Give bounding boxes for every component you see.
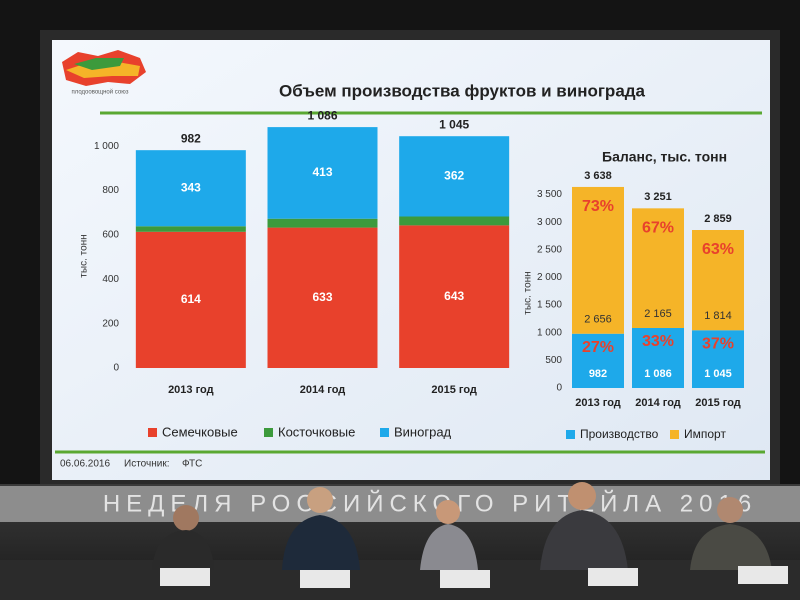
logo: [62, 50, 146, 86]
share-label: 73%: [582, 198, 614, 215]
legend-swatch: [264, 428, 273, 437]
x-tick-label: 2015 год: [695, 397, 741, 409]
value-label: 2 165: [644, 308, 672, 320]
total-label: 1 045: [439, 117, 469, 131]
y-tick-label: 0: [113, 363, 119, 374]
total-label: 3 251: [644, 191, 672, 203]
x-tick-label: 2015 год: [431, 384, 477, 396]
bar-segment: [632, 327, 684, 388]
y-tick-label: 500: [545, 355, 562, 366]
value-label: 343: [181, 180, 201, 194]
y-tick-label: 2 000: [537, 272, 562, 283]
value-label: 1 086: [644, 368, 672, 380]
total-label: 1 086: [307, 108, 337, 122]
legend-label: Виноград: [394, 424, 452, 439]
legend-label: Семечковые: [162, 424, 238, 439]
bar-segment: [267, 227, 378, 368]
bar-segment: [399, 216, 510, 226]
source: ФТС: [182, 459, 202, 470]
value-label: 1 045: [704, 368, 732, 380]
logo-text: плодоовощной союз: [72, 89, 129, 96]
bar-segment: [267, 127, 378, 219]
bar-segment: [692, 230, 744, 331]
value-label: 413: [312, 165, 332, 179]
x-tick-label: 2013 год: [168, 384, 214, 396]
value-label: 633: [312, 290, 332, 304]
bar-segment: [267, 218, 378, 228]
bar-segment: [135, 231, 246, 368]
value-label: 643: [444, 289, 464, 303]
bar-segment: [399, 225, 510, 368]
y-tick-label: 200: [102, 318, 119, 329]
chart-title: Баланс, тыс. тонн: [602, 149, 727, 165]
share-label: 33%: [642, 333, 674, 350]
total-label: 982: [181, 131, 201, 145]
legend-label: Производство: [580, 427, 659, 441]
value-label: 362: [444, 169, 464, 183]
bar-segment: [572, 333, 624, 388]
legend-swatch: [670, 430, 679, 439]
y-tick-label: 1 000: [537, 327, 562, 338]
date: 06.06.2016: [60, 459, 110, 470]
total-label: 2 859: [704, 213, 732, 225]
bar-segment: [632, 208, 684, 328]
share-label: 27%: [582, 339, 614, 356]
legend-swatch: [566, 430, 575, 439]
bar-segment: [135, 226, 246, 232]
total-label: 3 638: [584, 170, 612, 182]
legend-swatch: [148, 428, 157, 437]
y-tick-label: 1 000: [94, 141, 119, 152]
source-label: Источник:: [124, 459, 169, 470]
banner: [0, 486, 800, 522]
y-tick-label: 3 500: [537, 189, 562, 200]
chart-title: Объем производства фруктов и винограда: [279, 81, 646, 100]
legend-swatch: [380, 428, 389, 437]
bar-segment: [135, 150, 246, 227]
bar-segment: [399, 136, 510, 217]
share-label: 63%: [702, 241, 734, 258]
charts: Объем производства фруктов и винограда ты…: [79, 81, 744, 441]
x-tick-label: 2014 год: [635, 397, 681, 409]
y-tick-label: 1 500: [537, 300, 562, 311]
y-tick-label: 400: [102, 274, 119, 285]
bar-segment: [572, 186, 624, 334]
value-label: 2 656: [584, 314, 612, 326]
y-axis-label: тыс. тонн: [79, 234, 90, 277]
y-tick-label: 800: [102, 185, 119, 196]
value-label: 614: [181, 292, 201, 306]
x-tick-label: 2014 год: [300, 384, 346, 396]
value-label: 1 814: [704, 310, 732, 322]
y-tick-label: 2 500: [537, 244, 562, 255]
legend-label: Импорт: [684, 427, 726, 441]
y-tick-label: 0: [556, 383, 562, 394]
y-axis-label: тыс. тонн: [523, 271, 534, 314]
share-label: 37%: [702, 335, 734, 352]
table: [0, 560, 800, 600]
name-plates: [160, 566, 788, 588]
value-label: 982: [589, 368, 607, 380]
share-label: 67%: [642, 220, 674, 237]
y-tick-label: 3 000: [537, 217, 562, 228]
speakers: [152, 482, 772, 570]
legend-label: Косточковые: [278, 424, 355, 439]
y-tick-label: 600: [102, 230, 119, 241]
bar-segment: [692, 330, 744, 388]
banner-text: НЕДЕЛЯ РОССИЙСКОГО РИТЕЙЛА 2016: [103, 489, 757, 517]
x-tick-label: 2013 год: [575, 397, 621, 409]
